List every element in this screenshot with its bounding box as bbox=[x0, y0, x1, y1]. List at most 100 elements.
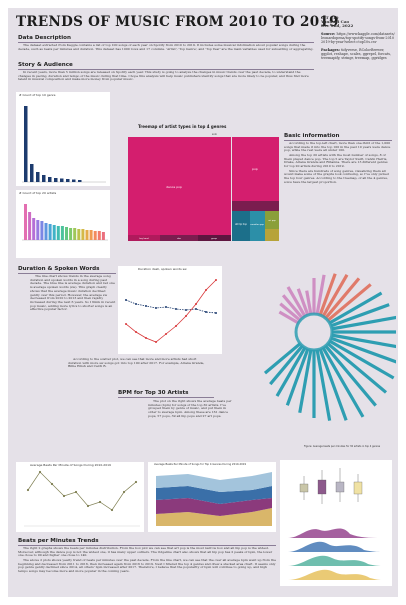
artist-bar bbox=[24, 204, 27, 240]
divider bbox=[284, 140, 392, 141]
genre-bar bbox=[54, 178, 58, 182]
artist-bar bbox=[44, 223, 48, 240]
packages-list: tidyverse, RColorBrewer, ggplot, reshape… bbox=[321, 48, 392, 60]
duration-point bbox=[155, 307, 157, 309]
artist-count-chart: # Count of top 20 artists bbox=[16, 190, 110, 258]
treemap-cell-dance-boyband bbox=[198, 235, 231, 241]
box-dance bbox=[335, 481, 345, 493]
area-layer-pop bbox=[156, 486, 272, 504]
artist-bar bbox=[97, 231, 101, 240]
artist-bar bbox=[85, 230, 89, 240]
duration-point bbox=[185, 309, 187, 311]
artist-bar bbox=[60, 226, 64, 240]
bpm-point bbox=[98, 500, 102, 504]
radial-bar bbox=[305, 290, 313, 315]
radial-bar bbox=[330, 303, 390, 328]
story-heading: Story & Audience bbox=[18, 62, 73, 68]
treemap-title: Treemap of artist types in top 4 genres bbox=[138, 124, 227, 129]
box-hiphop bbox=[317, 479, 327, 495]
meta-block: IST 719 Yunhuai Cao Dec 2nd, 2022 Source… bbox=[321, 16, 395, 61]
artist-bar bbox=[93, 231, 97, 240]
genre-bar bbox=[36, 172, 40, 182]
treemap-panel: Treemap of artist types in top 4 genres … bbox=[112, 124, 282, 246]
bpm-point bbox=[74, 490, 78, 494]
artist-bar bbox=[40, 221, 44, 240]
bpm-point bbox=[122, 490, 126, 494]
artist-bar bbox=[65, 227, 68, 240]
bpm-point bbox=[38, 470, 42, 474]
artist-chart-title: # Count of top 20 artists bbox=[19, 191, 57, 195]
packages-label: Packages: bbox=[321, 48, 340, 52]
treemap-cell-hiphop bbox=[232, 211, 250, 241]
genre-bar bbox=[42, 175, 46, 182]
poster: TRENDS OF MUSIC FROM 2010 TO 2019 IST 71… bbox=[8, 8, 398, 597]
radial-bpm-chart bbox=[263, 273, 396, 421]
bpm-line-svg bbox=[24, 470, 140, 527]
radial-bar bbox=[278, 310, 300, 325]
radial-bar bbox=[331, 315, 396, 331]
ridgeline bbox=[288, 528, 384, 580]
sw-point bbox=[155, 341, 157, 343]
spoken-words-line bbox=[125, 279, 217, 343]
treemap-solo-label: solo bbox=[212, 133, 217, 136]
bpm-trend-line bbox=[27, 471, 137, 511]
radial-bar bbox=[324, 344, 377, 407]
bpm-point bbox=[110, 508, 114, 512]
genre-bar-svg bbox=[22, 106, 106, 183]
treemap-label-hiphop: atl hip hop bbox=[235, 223, 247, 226]
duration-point bbox=[195, 308, 197, 310]
radial-bar bbox=[279, 302, 302, 322]
radial-bar bbox=[285, 348, 310, 406]
genre-bar bbox=[60, 178, 64, 182]
radial-bar bbox=[315, 274, 326, 315]
duration-text-1: The line chart shows trends in the avera… bbox=[30, 274, 116, 312]
bpm-line-title: Average Beats Per Minute of Songs During… bbox=[30, 463, 111, 467]
sw-point bbox=[145, 337, 147, 339]
artist-bar bbox=[77, 229, 81, 240]
artist-bar bbox=[56, 226, 60, 240]
artist-bar bbox=[48, 224, 52, 240]
treemap-cell-canadian bbox=[250, 211, 265, 241]
ridge-artpop bbox=[288, 569, 384, 580]
duration-line bbox=[125, 299, 217, 314]
genre-bar bbox=[72, 179, 76, 182]
area-layer-dance bbox=[156, 472, 272, 492]
treemap-label-canadian: canadian pop bbox=[250, 224, 264, 226]
duration-text-2: According to the scatter plot, we can se… bbox=[68, 357, 205, 369]
basic-info-text: According to the top-left chart, more th… bbox=[284, 141, 391, 184]
radial-bar bbox=[286, 286, 307, 318]
radial-center bbox=[300, 318, 328, 346]
radial-bar bbox=[321, 346, 365, 418]
duration-point bbox=[175, 308, 177, 310]
genre-bar bbox=[48, 177, 52, 182]
genre-count-chart: # Count of top 10 genre bbox=[16, 92, 110, 186]
sw-point bbox=[185, 315, 187, 317]
divider bbox=[18, 545, 276, 546]
treemap-label-duo: duo bbox=[177, 238, 182, 240]
sw-point bbox=[175, 325, 177, 327]
radial-bar bbox=[275, 346, 307, 397]
bpm-text: The plot on the right shows the average … bbox=[148, 399, 232, 418]
artist-bar bbox=[89, 230, 93, 240]
bpm-area-svg bbox=[156, 472, 272, 526]
bpm-trends-text: The right 2 graphs shows the beats per m… bbox=[18, 546, 276, 574]
radial-bar bbox=[328, 291, 383, 325]
source-url[interactable]: https://www.kaggle.com/datasets/leonardo… bbox=[321, 32, 395, 44]
artist-bar bbox=[28, 212, 32, 240]
radial-ring bbox=[294, 312, 334, 352]
sw-point bbox=[135, 331, 137, 333]
genre-bar bbox=[30, 164, 34, 182]
artist-bar bbox=[52, 225, 56, 240]
poster-title: TRENDS OF MUSIC FROM 2010 TO 2019 bbox=[16, 14, 339, 30]
sw-point bbox=[205, 289, 207, 291]
radial-bar bbox=[263, 342, 302, 375]
radial-bar bbox=[296, 288, 310, 316]
bpm-point bbox=[86, 504, 90, 508]
radial-bar bbox=[269, 344, 304, 386]
genre-chart-title: # Count of top 10 genre bbox=[19, 93, 56, 97]
artist-bar bbox=[36, 220, 40, 240]
basic-info-heading: Basic information bbox=[284, 133, 340, 139]
treemap-cell-artpop bbox=[265, 211, 279, 229]
sw-point bbox=[195, 303, 197, 305]
box-artpop bbox=[299, 483, 309, 493]
